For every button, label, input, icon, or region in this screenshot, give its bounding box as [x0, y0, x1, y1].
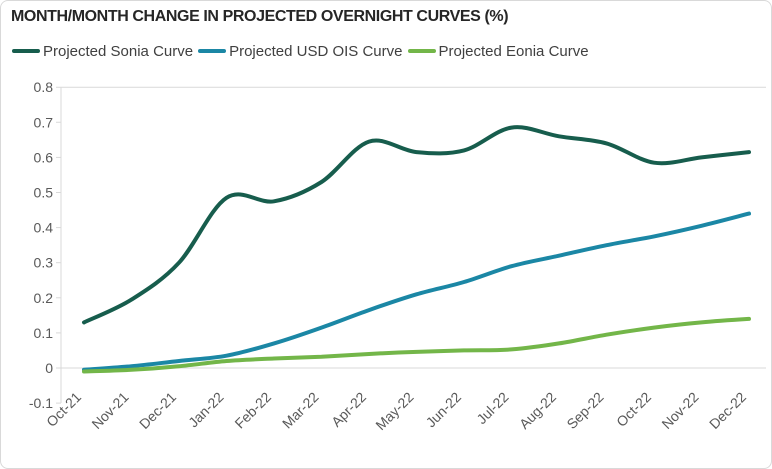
y-tick-label: 0.4 — [34, 220, 54, 236]
x-tick-label: Jan-22 — [185, 389, 227, 431]
y-tick-label: 0.7 — [34, 114, 54, 130]
chart-title: MONTH/MONTH CHANGE IN PROJECTED OVERNIGH… — [11, 8, 509, 25]
x-tick-label: Dec-21 — [136, 389, 179, 432]
x-tick-label: Nov-21 — [88, 389, 131, 432]
sonia-line-swatch-icon — [12, 49, 40, 53]
x-tick-label: Apr-22 — [328, 389, 369, 430]
legend: Projected Sonia Curve Projected USD OIS … — [12, 41, 594, 61]
y-tick-label: 0.3 — [34, 255, 54, 271]
legend-label-usd-ois: Projected USD OIS Curve — [229, 42, 403, 60]
legend-item-sonia: Projected Sonia Curve — [12, 43, 193, 60]
x-tick-label: Mar-22 — [279, 389, 322, 432]
x-tick-label: Dec-22 — [706, 389, 749, 432]
x-tick-label: Oct-22 — [613, 389, 654, 430]
x-tick-label: Aug-22 — [516, 389, 559, 432]
eonia-line-swatch-icon — [407, 49, 436, 53]
usd-ois-line-swatch-icon — [198, 49, 227, 53]
y-tick-label: 0.1 — [34, 325, 54, 341]
y-tick-label: 0.8 — [34, 79, 54, 95]
y-tick-label: 0.2 — [34, 290, 54, 306]
legend-label-eonia: Projected Eonia Curve — [438, 42, 589, 60]
legend-item-eonia: Projected Eonia Curve — [407, 42, 589, 60]
y-tick-label: 0.6 — [34, 149, 54, 165]
x-tick-label: Jun-22 — [423, 389, 465, 431]
y-tick-label: -0.1 — [29, 395, 53, 411]
x-tick-label: Nov-22 — [658, 389, 701, 432]
x-tick-label: Feb-22 — [231, 389, 274, 432]
series-line-projected-sonia-curve — [82, 125, 751, 325]
series-line-projected-eonia-curve — [82, 316, 751, 374]
y-tick-label: 0.5 — [34, 185, 54, 201]
x-tick-label: May-22 — [372, 389, 416, 433]
legend-item-usd-ois: Projected USD OIS Curve — [198, 42, 403, 60]
series-line-projected-usd-ois-curve — [82, 211, 751, 372]
y-tick-label: 0 — [45, 360, 53, 376]
x-tick-label: Sep-22 — [563, 389, 606, 432]
x-tick-label: Jul-22 — [473, 389, 511, 427]
legend-label-sonia: Projected Sonia Curve — [43, 42, 194, 60]
